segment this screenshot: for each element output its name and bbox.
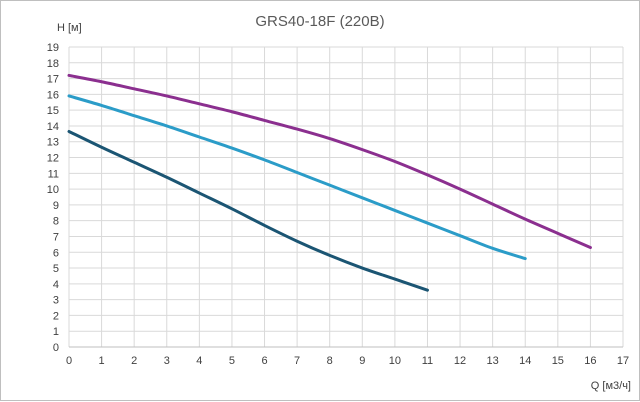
y-tick-label: 18 [47, 58, 59, 70]
x-tick-label: 10 [389, 355, 401, 367]
gridlines [68, 46, 624, 348]
x-tick-label: 1 [99, 355, 105, 367]
x-tick-label: 5 [229, 355, 235, 367]
x-tick-labels: 0 1 2 3 4 5 6 7 8 9 10 11 12 13 14 15 16 17 [66, 355, 629, 367]
x-tick-label: 3 [164, 355, 170, 367]
x-tick-label: 17 [617, 355, 629, 367]
y-tick-label: 4 [53, 279, 59, 291]
y-tick-label: 8 [53, 216, 59, 228]
x-tick-label: 11 [422, 355, 433, 367]
y-tick-label: 13 [47, 137, 59, 149]
series-line-1 [67, 73, 592, 250]
x-tick-label: 0 [66, 355, 72, 367]
y-tick-label: 17 [47, 74, 59, 86]
x-tick-label: 2 [131, 355, 137, 367]
x-tick-label: 13 [487, 355, 499, 367]
y-tick-label: 1 [53, 326, 59, 338]
y-tick-label: 15 [47, 105, 59, 117]
series-line-2 [67, 94, 527, 261]
x-tick-label: 15 [552, 355, 564, 367]
y-tick-label: 12 [47, 153, 59, 165]
x-tick-label: 9 [359, 355, 365, 367]
series-line-3 [67, 129, 429, 292]
x-tick-label: 4 [196, 355, 202, 367]
y-tick-label: 19 [47, 42, 59, 54]
x-tick-label: 7 [294, 355, 300, 367]
y-tick-label: 2 [53, 310, 59, 322]
x-tick-label: 8 [327, 355, 333, 367]
y-tick-label: 9 [53, 200, 59, 212]
y-tick-label: 7 [53, 231, 59, 243]
x-tick-label: 16 [584, 355, 596, 367]
chart-title: GRS40-18F (220В) [255, 13, 384, 30]
x-axis-label: Q [м3/ч] [591, 380, 631, 392]
x-tick-label: 14 [519, 355, 531, 367]
x-tick-label: 6 [261, 355, 267, 367]
y-tick-label: 6 [53, 247, 59, 259]
y-tick-label: 0 [53, 342, 59, 354]
y-tick-label: 11 [48, 168, 59, 180]
y-axis-label: H [м] [57, 22, 82, 34]
y-tick-label: 3 [53, 295, 59, 307]
y-tick-label: 10 [47, 184, 59, 196]
series-lines [67, 73, 592, 292]
y-tick-label: 14 [47, 121, 59, 133]
y-tick-label: 16 [47, 89, 59, 101]
x-tick-label: 12 [454, 355, 466, 367]
y-tick-label: 5 [53, 263, 59, 275]
